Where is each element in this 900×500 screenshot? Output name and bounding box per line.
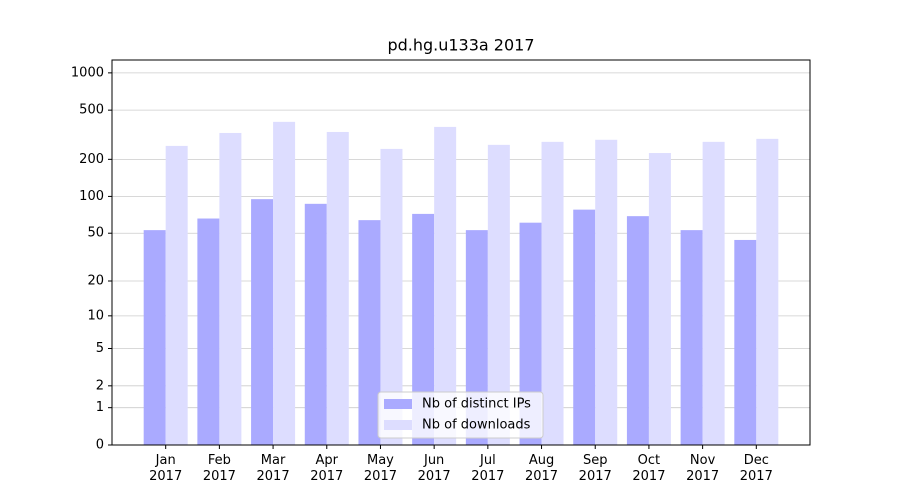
y-tick-label: 1 [96,400,104,415]
bar [734,239,757,445]
x-tick-label: Dec 2017 [739,453,773,484]
y-tick-label: 20 [87,274,104,289]
bar [358,220,381,445]
legend-swatch [384,399,412,409]
bar [487,144,510,446]
x-tick-label: Jan 2017 [149,453,183,484]
bar [273,121,296,446]
y-tick-label: 500 [79,103,104,118]
bar [756,138,779,446]
y-tick-label: 100 [79,189,104,204]
y-tick-label: 2 [96,378,104,393]
bar [573,209,596,445]
y-tick-label: 0 [96,438,104,453]
bar [219,132,242,445]
bar [595,139,618,446]
bar [326,131,349,446]
x-tick-label: Mar 2017 [256,453,290,484]
x-tick-label: Oct 2017 [632,453,666,484]
bar [702,141,725,445]
bar [165,145,188,445]
x-tick-label: Aug 2017 [524,453,559,484]
plot-frame [111,59,811,446]
x-tick-label: Sep 2017 [578,453,612,484]
y-tick-label: 200 [79,152,104,167]
y-tick-label: 50 [87,226,104,241]
bar [541,141,564,445]
bar [434,126,457,445]
y-tick-label: 10 [87,308,104,323]
bar [304,203,327,445]
x-tick-label: Apr 2017 [310,453,344,484]
bar [465,230,488,445]
bar [680,230,703,445]
x-tick-label: Nov 2017 [686,453,720,484]
bar [626,216,649,445]
y-tick-label: 1000 [71,65,104,80]
bar [648,153,671,445]
bar [251,199,274,445]
chart-title: pd.hg.u133a 2017 [387,36,534,55]
bar [197,218,220,445]
x-tick-label: Jul 2017 [471,453,505,484]
x-tick-label: Feb 2017 [202,453,236,484]
y-tick-label: 5 [96,341,104,356]
x-tick-label: Jun 2017 [417,453,451,484]
bar [143,230,166,445]
legend-label: Nb of downloads [422,418,531,433]
legend-label: Nb of distinct IPs [422,397,531,412]
bar [519,222,542,445]
legend-box [377,391,544,439]
legend-swatch [384,420,412,430]
legend: Nb of distinct IPs Nb of downloads [377,391,544,439]
x-tick-label: May 2017 [363,453,397,484]
bar [412,213,435,445]
bar [380,148,403,445]
